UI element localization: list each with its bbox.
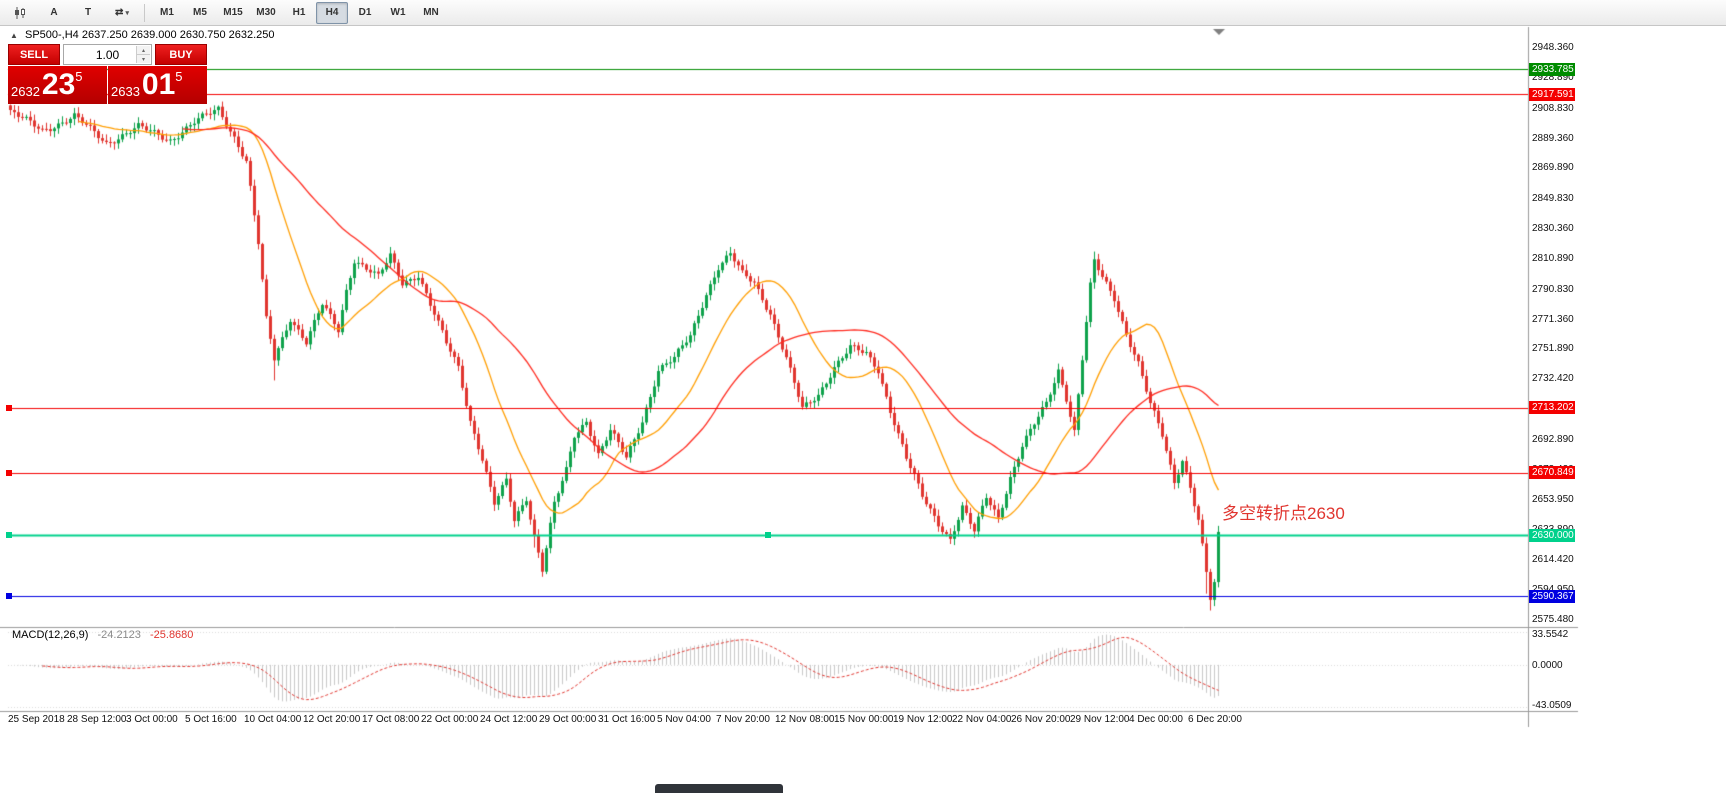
chart-annotation-text[interactable]: 多空转折点2630 <box>1222 504 1345 523</box>
timeframe-button-m1[interactable]: M1 <box>160 7 174 18</box>
sell-price-integer: 2632 <box>11 84 40 99</box>
timeframe-button-group: M1 M5 M15 M30 H1 H4 D1 W1 MN <box>151 1 447 24</box>
macd-indicator-label: MACD(12,26,9) -24.2123 -25.8680 <box>12 629 193 641</box>
timeframe-button-d1[interactable]: D1 <box>358 7 372 18</box>
sell-price-pips: 23 <box>41 68 76 101</box>
sync-icon: ⇄ <box>115 7 124 18</box>
timeframe-button-h4[interactable]: H4 <box>316 1 348 24</box>
macd-signal-value: -25.8680 <box>149 629 194 641</box>
candlestick-chart-icon <box>15 6 25 19</box>
lot-increase-button[interactable]: ▴ <box>137 46 150 55</box>
chart-symbol-ohlc: ▲ SP500-,H4 2637.250 2639.000 2630.750 2… <box>10 29 275 41</box>
macd-main-value: -24.2123 <box>97 629 141 641</box>
sell-price-fraction: 5 <box>75 69 83 84</box>
macd-name: MACD(12,26,9) <box>12 629 89 641</box>
lot-size-value: 1.00 <box>95 47 120 62</box>
one-click-trading-panel: SELL 1.00 ▴ ▾ BUY 2632 23 5 2633 01 5 <box>8 44 207 104</box>
sell-button[interactable]: SELL <box>8 44 60 65</box>
collapse-panel-icon[interactable]: ▲ <box>10 31 18 40</box>
autotrade-button[interactable]: A <box>50 7 58 18</box>
line-handle[interactable] <box>6 469 12 476</box>
line-handle[interactable] <box>6 532 12 539</box>
lot-decrease-button[interactable]: ▾ <box>137 55 150 63</box>
sell-price-display[interactable]: 2632 23 5 <box>8 66 107 104</box>
lot-spinner: ▴ ▾ <box>136 46 150 63</box>
timeframe-button-w1[interactable]: W1 <box>390 7 406 18</box>
top-toolbar: A T ⇄ ▾ M1 M5 M15 M30 H1 H4 D1 W1 MN <box>0 0 1726 26</box>
line-handle[interactable] <box>765 532 771 539</box>
lot-size-field[interactable]: 1.00 ▴ ▾ <box>63 44 152 65</box>
timeframe-button-m5[interactable]: M5 <box>193 7 207 18</box>
text-tool-button[interactable]: T <box>84 7 92 18</box>
caret-down-icon: ▾ <box>125 9 129 17</box>
buy-price-display[interactable]: 2633 01 5 <box>108 66 207 104</box>
timeframe-button-m30[interactable]: M30 <box>256 7 276 18</box>
toolbar-separator <box>144 3 145 22</box>
chart-type-button[interactable] <box>4 2 36 24</box>
buy-price-fraction: 5 <box>175 69 183 84</box>
buy-price-integer: 2633 <box>111 84 140 99</box>
buy-button[interactable]: BUY <box>155 44 207 65</box>
timeframe-button-mn[interactable]: MN <box>423 7 439 18</box>
symbol-ohlc-text: SP500-,H4 2637.250 2639.000 2630.750 263… <box>24 29 275 41</box>
line-handle[interactable] <box>6 593 12 600</box>
timeframe-button-m15[interactable]: M15 <box>223 7 243 18</box>
buy-price-pips: 01 <box>141 68 176 101</box>
timeframe-button-h1[interactable]: H1 <box>292 7 306 18</box>
taskbar-fragment[interactable] <box>655 784 783 793</box>
line-handle[interactable] <box>6 404 12 411</box>
sync-charts-button[interactable]: ⇄ ▾ <box>106 2 138 24</box>
